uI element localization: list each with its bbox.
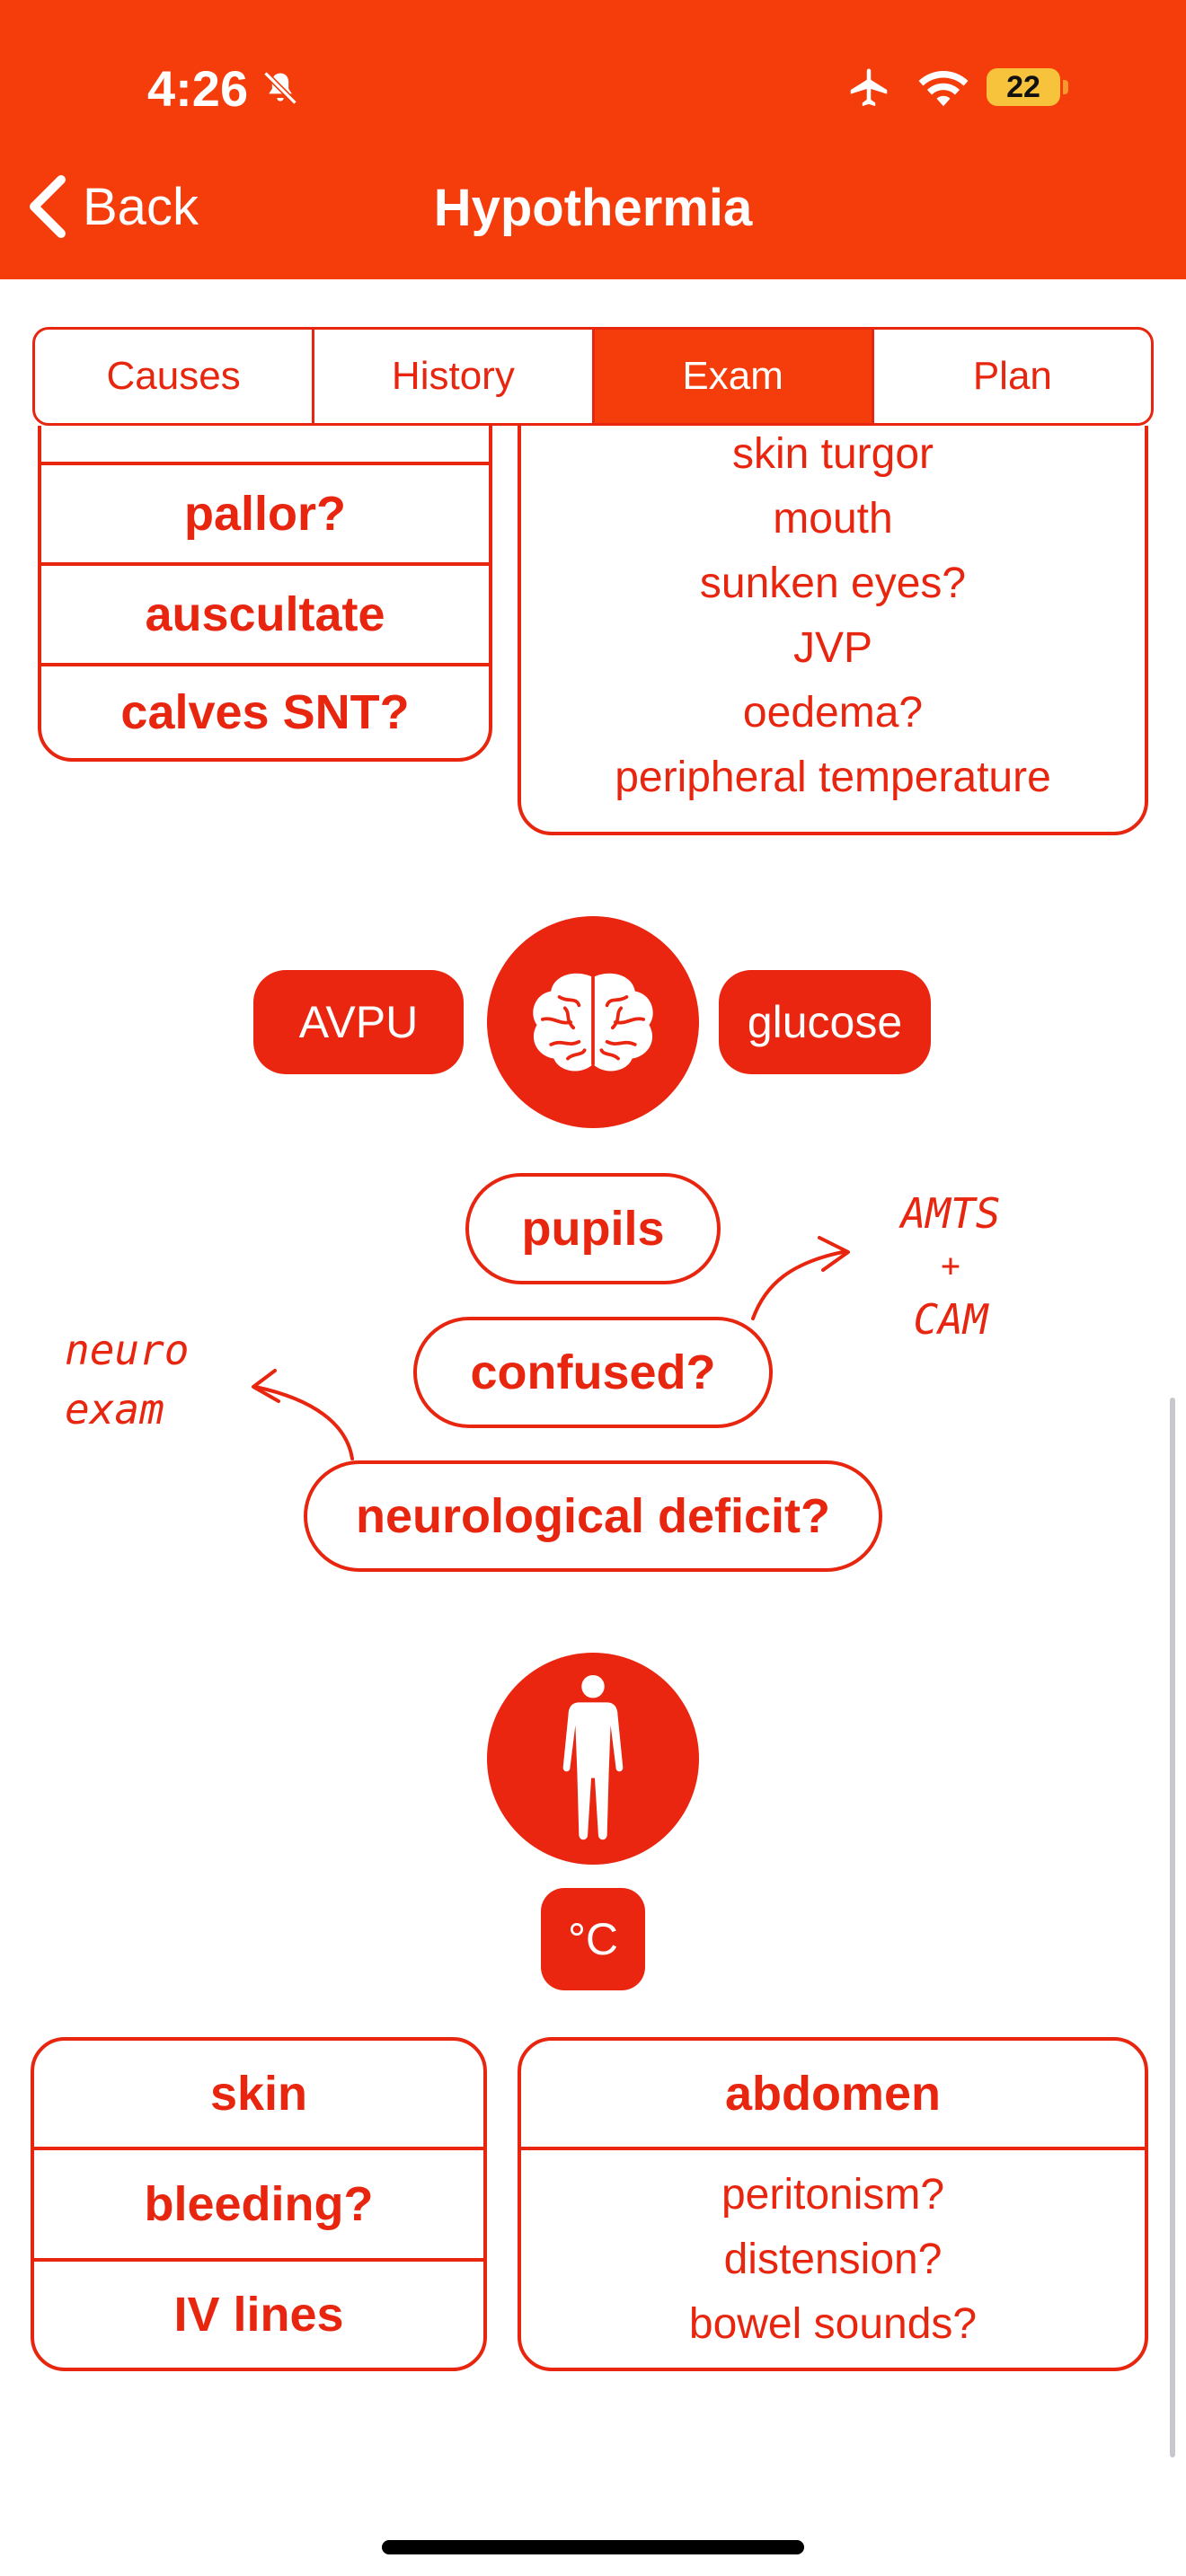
item-jvp: JVP [792,624,873,672]
box-cell-auscultate: auscultate [41,566,489,666]
item-bowel-sounds: bowel sounds? [688,2300,978,2348]
note-exam: exam [65,1385,164,1434]
box-cell-pallor: pallor? [41,465,489,566]
item-mouth: mouth [773,495,893,543]
navigation-header: 4:26 22 Back Hypothermia [0,0,1186,279]
neurological-deficit-pill: neurological deficit? [304,1460,882,1572]
wifi-icon [918,71,969,107]
back-button[interactable]: Back [25,171,199,243]
upper-right-box: skin turgor mouth sunken eyes? JVP oedem… [518,426,1148,835]
box-cell-skin: skin [34,2041,483,2150]
item-sunken-eyes: sunken eyes? [699,560,967,607]
temperature-pill: °C [541,1888,645,1990]
box-cell-bleeding: bleeding? [34,2150,483,2262]
box-cell-calves: calves SNT? [120,685,410,739]
human-body-icon [562,1674,624,1840]
tab-history[interactable]: History [314,330,595,423]
exam-content[interactable]: pallor? auscultate calves SNT? skin turg… [0,426,1186,2576]
note-cam: CAM [913,1295,988,1344]
note-plus: + [941,1248,960,1284]
scrollbar[interactable] [1170,1398,1175,2457]
pupils-pill: pupils [465,1173,721,1284]
segmented-tabs: Causes History Exam Plan [32,327,1154,426]
note-neuro: neuro [65,1326,190,1374]
battery-nub [1063,80,1068,94]
lower-left-box: skin bleeding? IV lines [31,2037,487,2371]
amts-cam-note: AMTS + CAM [863,1184,1039,1349]
bell-slash-icon [263,71,297,105]
battery-indicator: 22 [987,68,1060,106]
item-peripheral-temperature: peripheral temperature [615,754,1051,801]
status-time: 4:26 [147,60,249,117]
box-cell [41,426,489,465]
chevron-left-icon [30,175,66,238]
item-oedema: oedema? [742,689,924,737]
neuro-exam-note: neuro exam [65,1320,241,1439]
tab-causes[interactable]: Causes [35,330,315,423]
tab-exam[interactable]: Exam [594,330,874,423]
tab-plan[interactable]: Plan [972,354,1052,398]
item-skin-turgor: skin turgor [731,430,934,478]
abdomen-box: abdomen peritonism? distension? bowel so… [518,2037,1148,2371]
back-label: Back [83,177,199,236]
body-circle [487,1653,699,1865]
glucose-pill: glucose [719,970,931,1074]
item-distension: distension? [723,2236,943,2283]
note-amts: AMTS [900,1189,1001,1238]
home-indicator[interactable] [382,2540,804,2554]
avpu-pill: AVPU [253,970,464,1074]
brain-circle [487,916,699,1128]
upper-left-box: pallor? auscultate calves SNT? [38,426,492,762]
item-peritonism: peritonism? [721,2171,945,2219]
box-cell-iv-lines: IV lines [173,2288,344,2342]
abdomen-title: abdomen [521,2041,1145,2150]
airplane-icon [850,68,888,107]
confused-pill: confused? [413,1317,773,1428]
brain-icon [533,973,653,1072]
